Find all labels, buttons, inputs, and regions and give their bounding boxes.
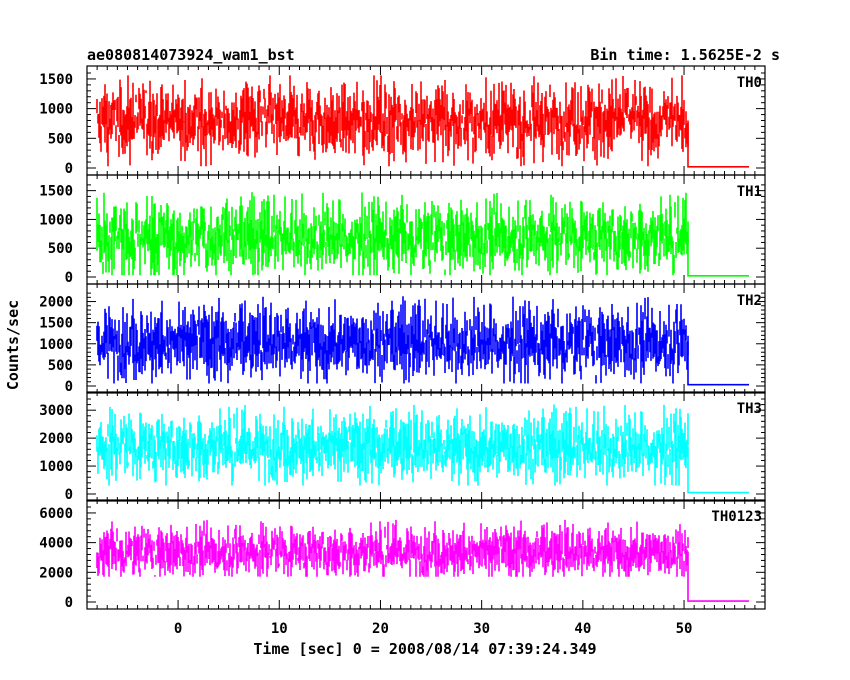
- series-th1: [96, 192, 689, 276]
- y-tick-label: 6000: [39, 506, 73, 522]
- panel-label: TH3: [737, 401, 762, 417]
- y-tick-label: 2000: [39, 295, 73, 311]
- series-th0123: [96, 519, 689, 577]
- y-tick-label: 500: [48, 131, 73, 147]
- series-tail-th0: [687, 120, 749, 168]
- panel-th3: 0 1000 2000 3000 TH3: [39, 391, 766, 503]
- x-axis-label: Time [sec] 0 = 2008/08/14 07:39:24.349: [253, 640, 596, 658]
- panel-th1: 0 500 1000 1500 TH1: [39, 174, 766, 286]
- y-tick-label: 500: [48, 358, 73, 374]
- series-tail-th3: [687, 446, 749, 494]
- series-tail-th0123: [687, 551, 749, 602]
- series-th2: [96, 296, 689, 384]
- y-tick-label: 1500: [39, 316, 73, 332]
- y-tick-label: 1500: [39, 184, 73, 200]
- y-tick-label: 1000: [39, 212, 73, 228]
- y-tick-label: 1000: [39, 102, 73, 118]
- y-tick-label: 0: [65, 270, 73, 286]
- x-tick-label: 20: [372, 621, 389, 637]
- x-tick-label: 40: [574, 621, 591, 637]
- series-th3: [96, 404, 689, 486]
- y-tick-label: 0: [65, 487, 73, 503]
- y-tick-label: 1000: [39, 337, 73, 353]
- y-tick-label: 1500: [39, 72, 73, 88]
- x-tick-label: 30: [473, 621, 490, 637]
- y-tick-label: 3000: [39, 403, 73, 419]
- x-tick-label: 10: [271, 621, 288, 637]
- panel-label: TH2: [737, 293, 762, 309]
- x-tick-label: 0: [174, 621, 182, 637]
- y-axis-label: Counts/sec: [4, 300, 22, 390]
- panel-th0123: 0 2000 4000 6000 TH0123: [39, 499, 766, 611]
- y-tick-label: 0: [65, 161, 73, 177]
- panel-label: TH1: [737, 184, 762, 200]
- bin-time-label: Bin time: 1.5625E-2 s: [590, 46, 780, 64]
- series-tail-th1: [687, 236, 749, 277]
- y-tick-label: 0: [65, 595, 73, 611]
- y-tick-label: 4000: [39, 536, 73, 552]
- panel-th2: 0 500 1000 1500 2000 TH2: [39, 283, 766, 395]
- y-tick-label: 2000: [39, 431, 73, 447]
- series-th0: [96, 75, 689, 167]
- panel-th0: 0 500 1000 1500 TH0: [39, 65, 766, 177]
- panel-label: TH0: [737, 75, 762, 91]
- y-tick-label: 2000: [39, 565, 73, 581]
- x-tick-label: 50: [676, 621, 693, 637]
- panel-label: TH0123: [711, 509, 762, 525]
- series-tail-th2: [687, 341, 749, 386]
- chart-title: ae080814073924_wam1_bst: [87, 46, 295, 64]
- panel-frame: [86, 391, 766, 502]
- panel-frame: [86, 283, 766, 394]
- y-tick-label: 500: [48, 241, 73, 257]
- y-tick-label: 1000: [39, 459, 73, 475]
- y-tick-label: 0: [65, 379, 73, 395]
